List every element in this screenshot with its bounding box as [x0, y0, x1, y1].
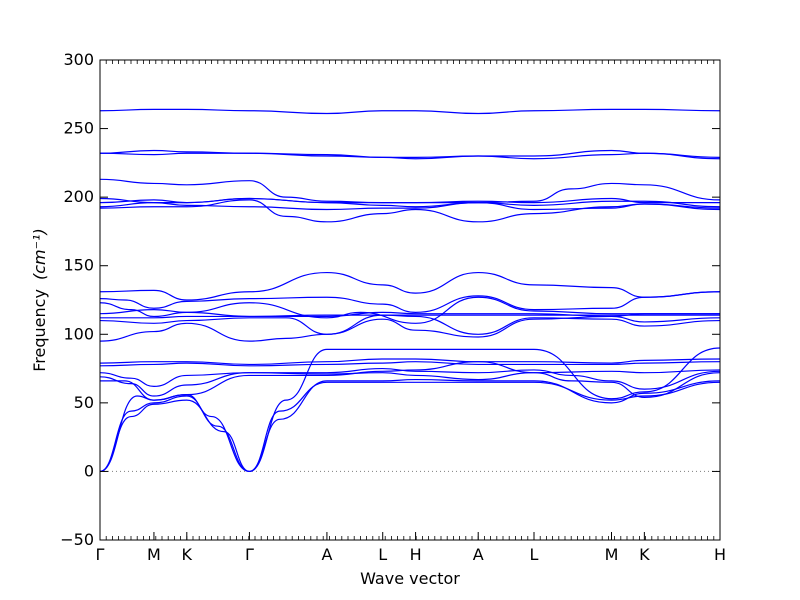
axis-ticks	[99, 59, 721, 541]
x-tick-label: M	[147, 545, 161, 564]
x-tick-label: H	[714, 545, 726, 564]
band-line-8	[100, 367, 720, 397]
band-line-13	[100, 315, 720, 338]
band-line-23	[100, 178, 720, 204]
band-line-25	[100, 149, 720, 158]
band-line-16	[100, 296, 720, 324]
y-axis-label-unit: (cm⁻¹)	[30, 228, 49, 280]
band-lines	[100, 108, 720, 473]
band-line-7	[100, 361, 720, 401]
band-line-26	[100, 108, 720, 115]
band-line-10	[100, 361, 720, 367]
band-line-20	[100, 202, 720, 211]
band-line-4	[249, 381, 720, 473]
band-line-19	[100, 199, 720, 223]
band-line-11	[100, 358, 720, 366]
y-tick-label: 100	[63, 324, 94, 343]
y-tick-label: 250	[63, 119, 94, 138]
band-line-24	[100, 152, 720, 160]
y-axis-label: Frequency (cm⁻¹)	[30, 228, 49, 371]
band-line-6	[249, 347, 720, 473]
x-tick-label: L	[530, 545, 539, 564]
band-line-2	[100, 395, 250, 473]
y-axis-label-text: Frequency	[30, 289, 49, 372]
x-tick-label: A	[473, 545, 484, 564]
band-line-22	[100, 197, 720, 204]
x-axis-label: Wave vector	[360, 569, 460, 588]
x-tick-label: Γ	[245, 545, 254, 564]
y-tick-label: 50	[74, 393, 94, 412]
band-line-3	[100, 399, 250, 473]
x-tick-label: L	[378, 545, 387, 564]
band-line-14	[100, 314, 720, 319]
band-line-18	[100, 271, 720, 301]
x-tick-label: K	[182, 545, 193, 564]
x-tick-label: A	[321, 545, 332, 564]
band-line-5	[249, 378, 720, 473]
band-line-17	[100, 291, 720, 313]
x-tick-label: M	[605, 545, 619, 564]
y-tick-label: −50	[60, 530, 94, 549]
y-tick-label: 150	[63, 256, 94, 275]
band-line-9	[100, 369, 720, 388]
x-tick-label: K	[639, 545, 650, 564]
tick-labels: −50 0 50 100 150 200 250 300 Γ M K Γ A L H A L M K H	[60, 50, 726, 564]
y-tick-label: 300	[63, 50, 94, 69]
x-tick-label: Γ	[96, 545, 105, 564]
x-tick-label: H	[410, 545, 422, 564]
y-tick-label: 200	[63, 187, 94, 206]
y-tick-label: 0	[84, 461, 94, 480]
